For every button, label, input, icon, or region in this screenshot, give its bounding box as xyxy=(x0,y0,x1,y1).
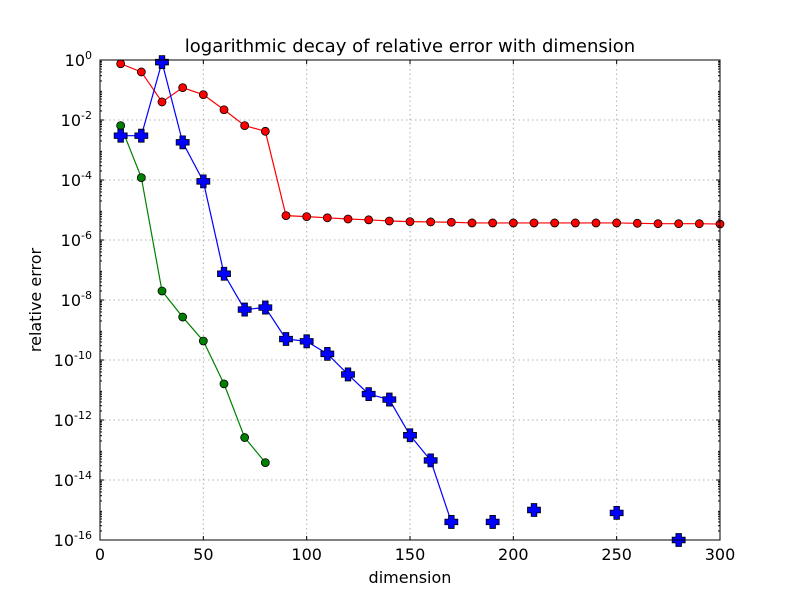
x-tick-label: 200 xyxy=(498,545,529,564)
data-point xyxy=(178,83,188,93)
data-point xyxy=(279,332,293,346)
data-point xyxy=(322,213,332,223)
x-tick-label: 50 xyxy=(193,545,213,564)
data-point xyxy=(403,428,417,443)
data-point xyxy=(341,367,355,382)
series-0 xyxy=(116,59,725,229)
x-tick-label: 250 xyxy=(601,545,632,564)
data-point xyxy=(178,312,188,322)
data-point xyxy=(219,105,229,115)
series-3 xyxy=(485,503,686,547)
data-point xyxy=(384,216,394,226)
data-point xyxy=(467,218,477,228)
data-point xyxy=(426,217,436,227)
data-point xyxy=(591,218,601,228)
data-point xyxy=(237,302,252,317)
data-point xyxy=(260,126,270,136)
data-point xyxy=(136,173,146,183)
data-point xyxy=(320,346,335,361)
y-tick-label: 10-2 xyxy=(61,109,92,130)
data-point xyxy=(550,218,560,228)
y-tick-label: 10-6 xyxy=(61,229,92,250)
data-point xyxy=(175,135,190,150)
data-point xyxy=(527,503,541,517)
y-tick-label: 10-10 xyxy=(54,349,92,370)
data-point xyxy=(612,218,622,228)
tick-layer: 0 50 100 150 200 250 300 100 10-2 10-4 10-6 10-8 10-… xyxy=(54,49,736,564)
data-point xyxy=(281,211,291,221)
series-layer xyxy=(113,55,725,547)
y-tick-label: 100 xyxy=(65,49,92,70)
series-2 xyxy=(113,55,459,529)
data-point xyxy=(632,218,642,228)
data-point xyxy=(260,458,270,468)
data-point xyxy=(302,212,312,222)
y-tick-label: 10-8 xyxy=(61,289,92,310)
x-tick-label: 150 xyxy=(395,545,426,564)
data-point xyxy=(157,286,167,296)
data-point xyxy=(136,67,146,77)
data-point xyxy=(674,219,684,229)
data-point xyxy=(240,433,250,442)
data-point xyxy=(609,506,624,520)
data-point xyxy=(258,300,273,315)
y-tick-label: 10-14 xyxy=(54,469,92,490)
y-tick-label: 10-16 xyxy=(54,529,92,550)
data-point xyxy=(155,55,169,70)
data-point xyxy=(113,128,128,143)
grid xyxy=(100,60,720,540)
data-point xyxy=(217,266,231,281)
data-point xyxy=(694,219,704,229)
series-1 xyxy=(116,121,270,468)
x-tick-label: 100 xyxy=(291,545,322,564)
series-line xyxy=(120,125,266,463)
data-point xyxy=(444,515,459,529)
data-point xyxy=(343,214,353,224)
data-point xyxy=(423,453,438,468)
data-point xyxy=(240,121,250,131)
x-tick-label: 0 xyxy=(95,545,105,564)
data-point xyxy=(157,97,167,107)
y-tick-label: 10-12 xyxy=(54,409,92,430)
data-point xyxy=(116,121,126,131)
data-point xyxy=(488,218,498,228)
data-point xyxy=(219,379,229,389)
data-point xyxy=(299,334,314,349)
x-axis-label: dimension xyxy=(369,568,452,587)
data-point xyxy=(361,387,376,401)
data-point xyxy=(364,215,374,225)
data-point xyxy=(196,174,211,189)
data-point xyxy=(198,90,208,100)
data-point xyxy=(446,217,456,227)
data-point xyxy=(198,336,208,346)
y-axis-label: relative error xyxy=(26,247,45,352)
chart-title: logarithmic decay of relative error with… xyxy=(185,36,635,57)
data-point xyxy=(116,59,126,69)
data-point xyxy=(405,217,415,227)
data-point xyxy=(529,218,539,228)
data-point xyxy=(134,128,149,143)
data-point xyxy=(485,515,500,529)
data-point xyxy=(653,219,663,229)
y-tick-label: 10-4 xyxy=(61,169,92,190)
data-point xyxy=(570,218,580,228)
data-point xyxy=(508,218,518,228)
x-tick-label: 300 xyxy=(705,545,736,564)
data-point xyxy=(382,392,397,407)
